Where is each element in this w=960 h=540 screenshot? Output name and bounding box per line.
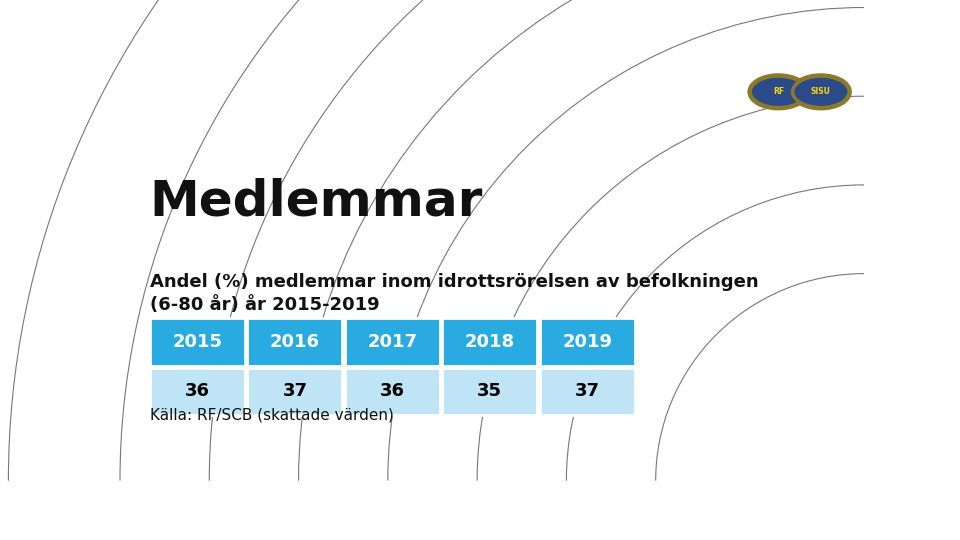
Bar — [443, 319, 538, 366]
Text: 2018: 2018 — [465, 333, 515, 352]
Text: 36: 36 — [380, 382, 405, 401]
Text: 37: 37 — [282, 382, 307, 401]
Text: 37: 37 — [575, 382, 600, 401]
Bar — [248, 368, 343, 415]
Bar — [248, 319, 343, 366]
Text: Andel (%) medlemmar inom idrottsrörelsen av befolkningen
(6-80 år) år 2015-2019: Andel (%) medlemmar inom idrottsrörelsen… — [150, 273, 758, 314]
Bar — [540, 319, 635, 366]
Circle shape — [750, 76, 806, 107]
Bar — [345, 368, 440, 415]
Text: Medlemmar: Medlemmar — [150, 177, 483, 225]
Text: 36: 36 — [185, 382, 210, 401]
Bar — [540, 368, 635, 415]
Text: 35: 35 — [477, 382, 502, 401]
Text: 2016: 2016 — [270, 333, 320, 352]
Text: SISU: SISU — [811, 87, 830, 96]
Bar — [345, 319, 440, 366]
Circle shape — [793, 76, 849, 107]
Text: RF: RF — [773, 87, 784, 96]
Bar — [443, 368, 538, 415]
Bar — [150, 319, 245, 366]
Text: 2019: 2019 — [563, 333, 612, 352]
Text: Källa: RF/SCB (skattade värden): Källa: RF/SCB (skattade värden) — [150, 408, 394, 423]
Bar — [150, 368, 245, 415]
Text: 2015: 2015 — [173, 333, 223, 352]
Text: 2017: 2017 — [368, 333, 418, 352]
